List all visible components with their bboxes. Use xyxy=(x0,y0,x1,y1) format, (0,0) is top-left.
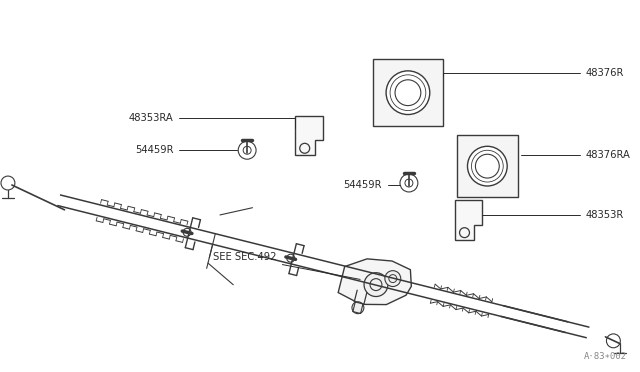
Polygon shape xyxy=(338,259,412,305)
Text: 48353RA: 48353RA xyxy=(129,112,295,128)
Circle shape xyxy=(400,174,418,192)
Text: 48376RA: 48376RA xyxy=(521,150,630,160)
Circle shape xyxy=(352,302,364,314)
Text: 48376R: 48376R xyxy=(443,68,624,78)
Text: 48353R: 48353R xyxy=(483,210,624,220)
Text: 54459R: 54459R xyxy=(344,180,400,190)
Circle shape xyxy=(467,146,507,186)
Circle shape xyxy=(385,271,401,286)
Circle shape xyxy=(364,273,388,296)
Circle shape xyxy=(386,71,430,115)
Text: 54459R: 54459R xyxy=(135,145,237,155)
Polygon shape xyxy=(454,200,483,240)
Text: SEE SEC.492: SEE SEC.492 xyxy=(213,253,360,279)
Polygon shape xyxy=(373,59,443,126)
Circle shape xyxy=(238,141,256,159)
Text: A·83∗002: A·83∗002 xyxy=(584,352,627,361)
Polygon shape xyxy=(456,135,518,197)
Polygon shape xyxy=(295,116,323,155)
